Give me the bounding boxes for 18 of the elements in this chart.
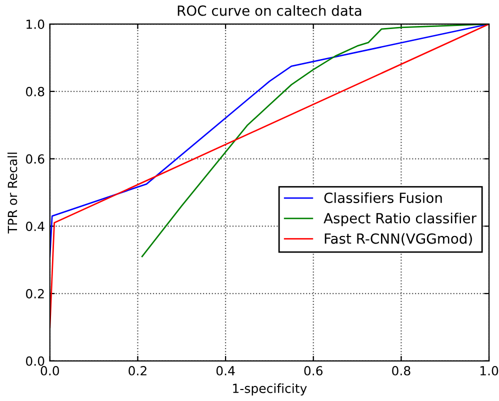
chart-title: ROC curve on caltech data [178,5,362,16]
y-tick-label: 0.4 [26,222,44,232]
x-axis-title: 1-specificity [233,383,307,396]
y-tick-label: 1.0 [26,20,44,29]
y-tick-label: 0.0 [26,356,44,366]
legend-label: Classifiers Fusion [324,192,442,204]
y-tick-label: 0.8 [26,86,44,96]
x-tick-label: 0.4 [216,366,235,376]
x-tick-label: 1.0 [480,366,498,376]
x-tick-label: 0.2 [128,366,146,376]
y-tick-label: 0.2 [26,289,44,298]
legend-label: Fast R-CNN(VGGmod) [324,233,472,246]
y-axis-title: TPR or Recall [8,152,18,234]
x-tick-label: 0.8 [392,366,410,376]
x-tick-label: 0.0 [40,366,60,376]
y-tick-label: 0.6 [26,154,44,164]
legend-label: Aspect Ratio classifier [324,212,477,226]
x-tick-label: 0.6 [304,366,323,376]
